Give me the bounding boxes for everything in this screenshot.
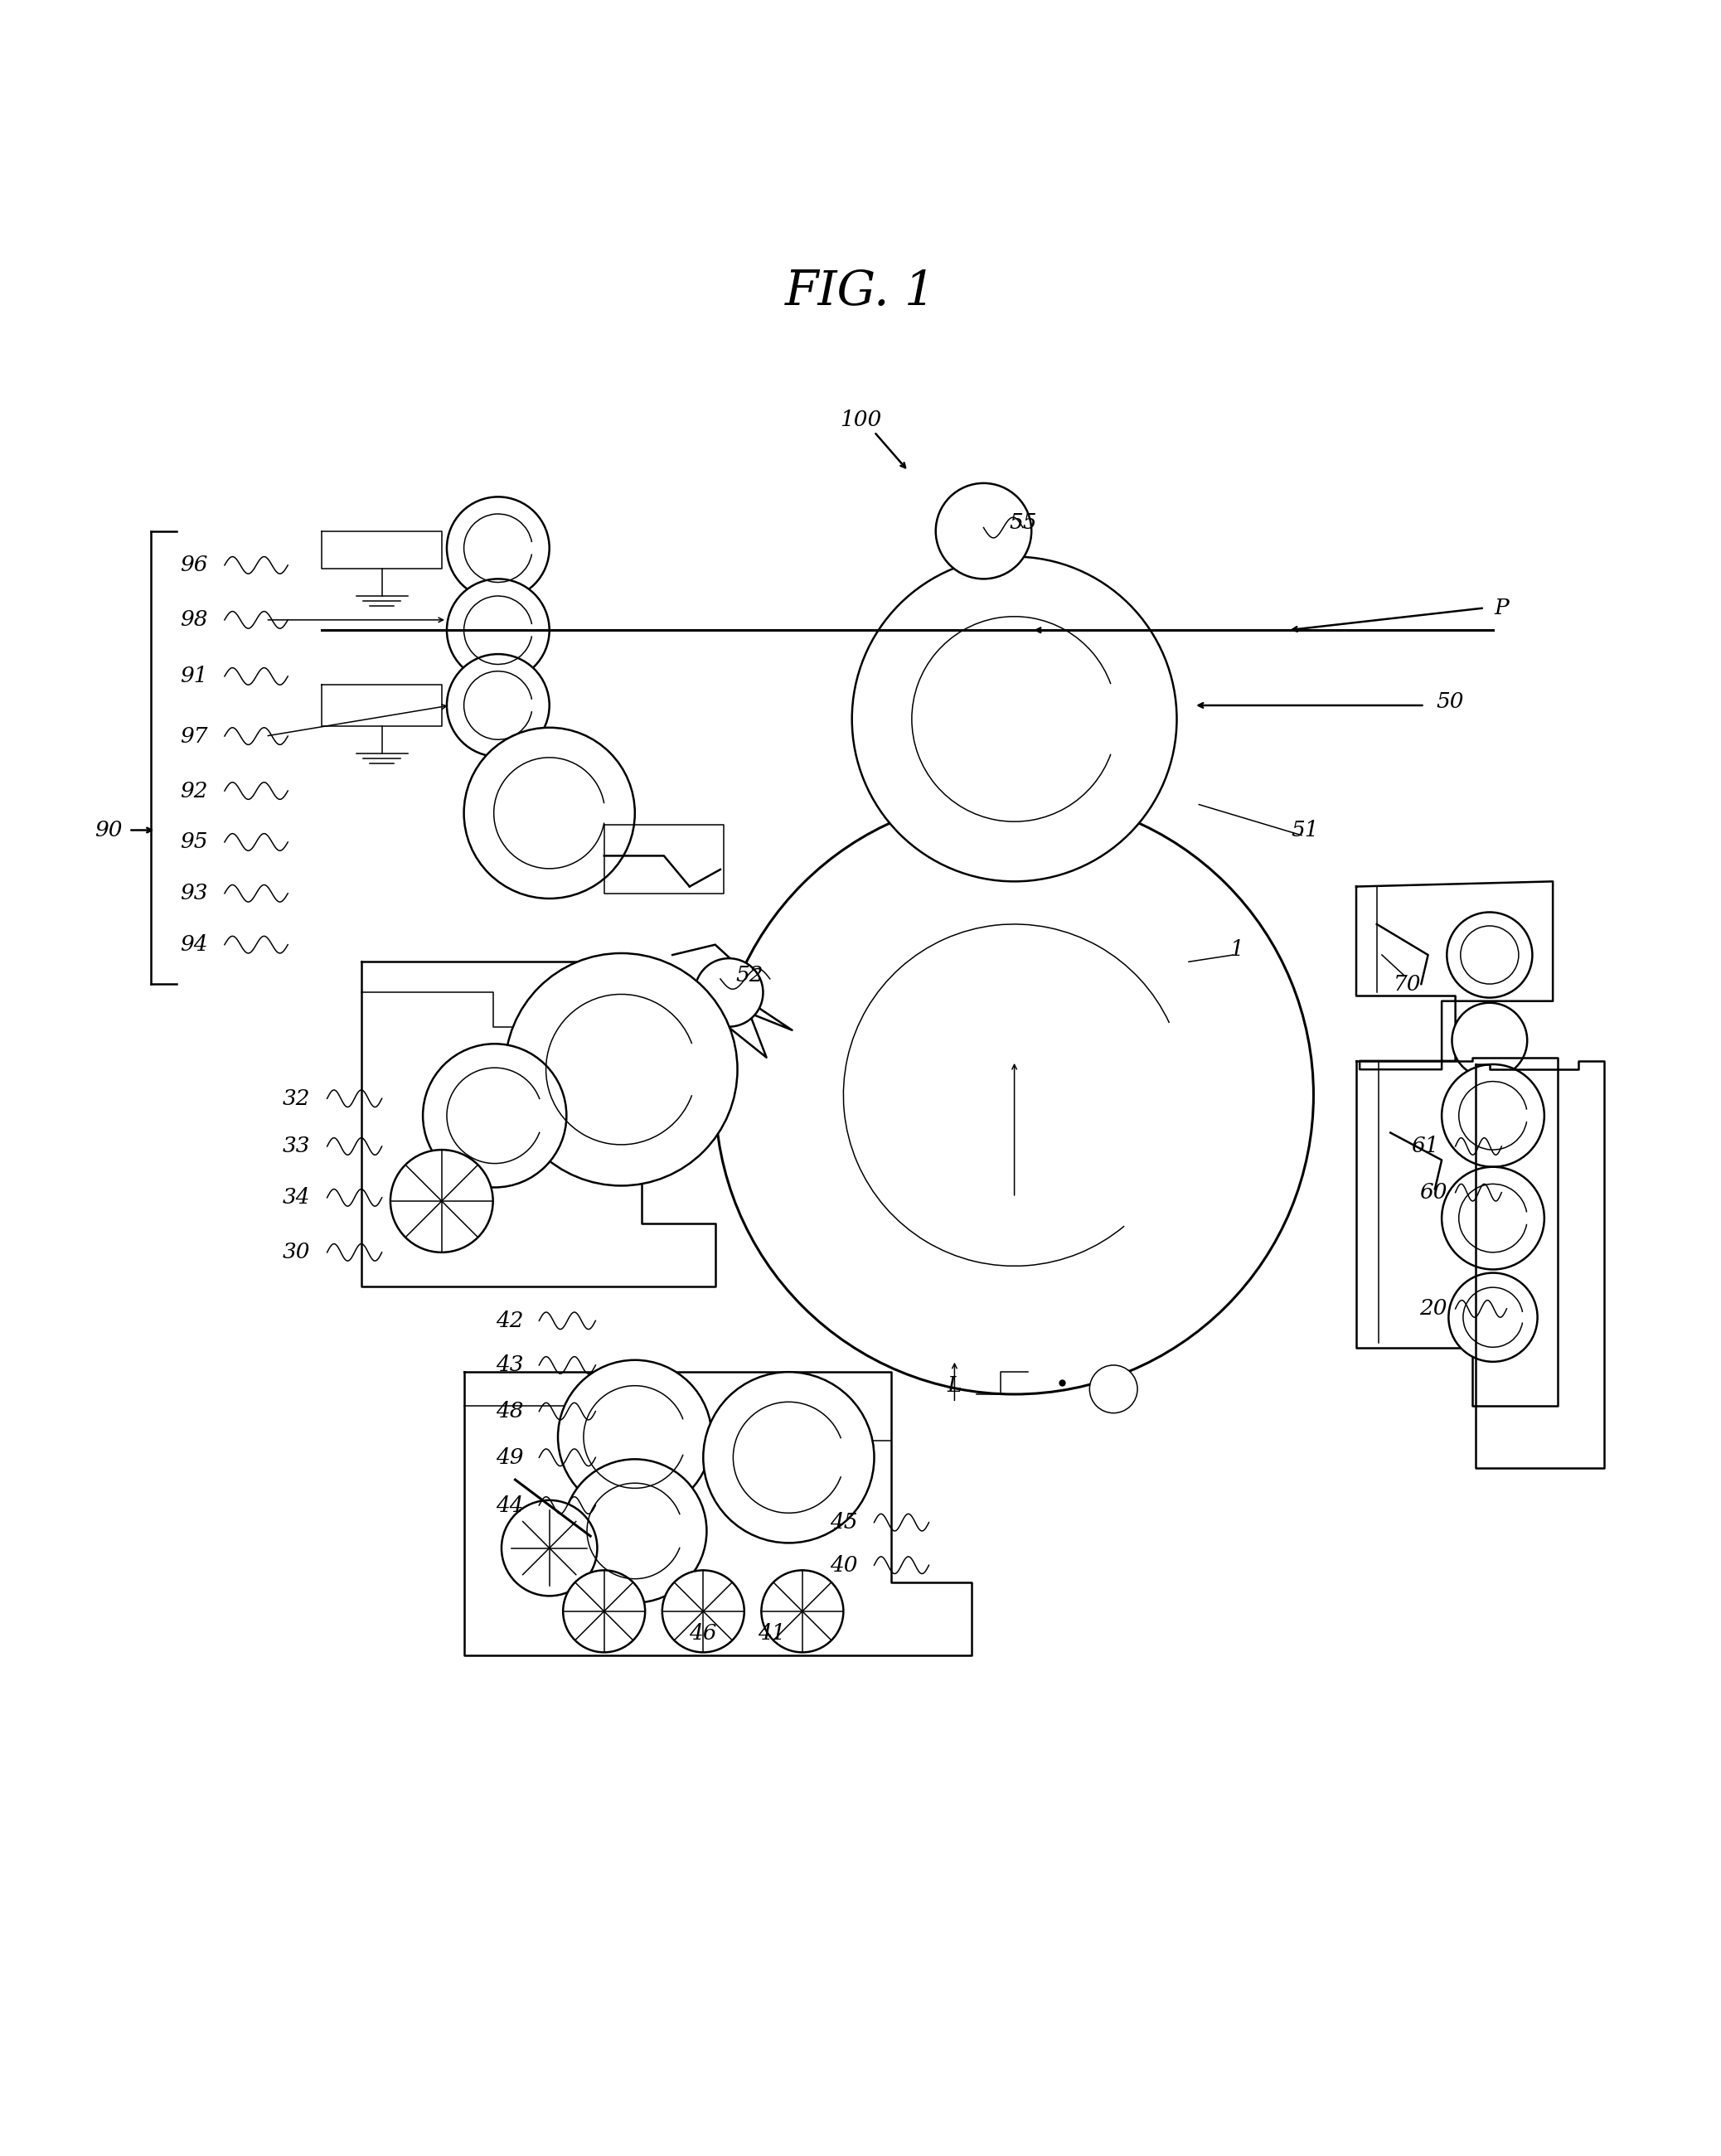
Text: 44: 44 [496,1494,523,1516]
Text: 100: 100 [840,410,881,431]
Text: 95: 95 [181,832,208,852]
Circle shape [695,959,762,1026]
Text: 43: 43 [496,1354,523,1376]
Text: 33: 33 [282,1136,310,1158]
Text: 97: 97 [181,727,208,746]
Text: 48: 48 [496,1401,523,1421]
Text: 70: 70 [1394,975,1422,994]
Circle shape [465,727,635,899]
Text: FIG. 1: FIG. 1 [785,267,936,315]
Circle shape [558,1360,712,1514]
Text: 32: 32 [282,1089,310,1108]
Circle shape [504,953,737,1186]
Circle shape [1442,1065,1544,1166]
Text: 20: 20 [1420,1298,1447,1319]
Text: 94: 94 [181,934,208,955]
Circle shape [936,483,1031,578]
Text: 40: 40 [830,1554,857,1576]
Text: 45: 45 [830,1511,857,1533]
Circle shape [447,578,549,681]
Text: 30: 30 [282,1242,310,1263]
Circle shape [852,556,1177,882]
Circle shape [1089,1365,1138,1412]
Circle shape [1453,1003,1527,1078]
Text: 96: 96 [181,554,208,576]
Text: 42: 42 [496,1311,523,1330]
Text: 1: 1 [1229,940,1244,959]
Text: 55: 55 [1009,513,1036,533]
Circle shape [391,1149,492,1253]
Text: L: L [947,1376,962,1397]
Text: 61: 61 [1411,1136,1439,1158]
Text: 52: 52 [735,966,764,985]
Circle shape [447,653,549,757]
Text: 51: 51 [1291,819,1318,841]
Text: P: P [1494,597,1509,619]
Text: 91: 91 [181,666,208,686]
Circle shape [563,1570,645,1651]
Text: 46: 46 [690,1623,718,1643]
Circle shape [563,1460,707,1602]
Text: 60: 60 [1420,1181,1447,1203]
Text: 41: 41 [757,1623,785,1643]
Circle shape [423,1044,566,1188]
Text: 49: 49 [496,1447,523,1468]
Text: 93: 93 [181,884,208,903]
Circle shape [716,796,1313,1395]
Circle shape [447,496,549,599]
Text: 92: 92 [181,780,208,802]
Circle shape [761,1570,843,1651]
Circle shape [1449,1272,1537,1363]
Circle shape [501,1501,597,1595]
Text: 90: 90 [95,819,122,841]
Text: 50: 50 [1437,692,1465,711]
Circle shape [704,1371,874,1544]
Circle shape [1447,912,1532,998]
Text: 34: 34 [282,1188,310,1207]
Circle shape [1442,1166,1544,1270]
Text: 98: 98 [181,610,208,630]
Circle shape [663,1570,743,1651]
